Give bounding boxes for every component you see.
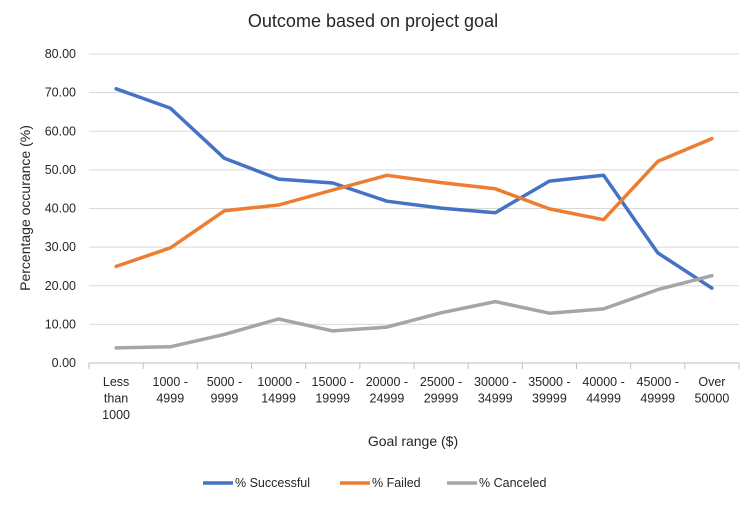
x-tick-label: 25000 -29999	[420, 375, 462, 406]
y-tick-label: 60.00	[45, 124, 76, 138]
gridlines	[89, 53, 739, 325]
legend: % Successful % Failed % Canceled	[203, 476, 546, 490]
series-line-1	[114, 87, 714, 290]
legend-label: % Failed	[372, 476, 421, 490]
x-tick-label: Less than 1000	[102, 375, 130, 422]
x-tick-label: 5000 -9999	[207, 375, 242, 406]
x-tick-label: Over 50000	[695, 375, 730, 406]
y-axis-title: Percentage occurance (%)	[17, 125, 33, 291]
series-line-2	[114, 136, 714, 269]
x-tick-label: 30000 -34999	[474, 375, 516, 406]
x-tick-label: 40000 -44999	[582, 375, 624, 406]
x-tick-label: 35000 -39999	[528, 375, 570, 406]
x-axis-title: Goal range ($)	[368, 433, 458, 449]
x-tick-label: 15000 -19999	[312, 375, 354, 406]
x-tick-label: 20000 -24999	[366, 375, 408, 406]
x-tick-label: 10000 -14999	[257, 375, 299, 406]
series-line-3	[114, 273, 714, 350]
axes: 0.00 10.00 20.00 30.00 40.00 50.00 60.00 70.00 8…	[45, 47, 740, 422]
y-tick-label: 20.00	[45, 279, 76, 293]
y-tick-label: 0.00	[52, 356, 76, 370]
y-tick-label: 80.00	[45, 47, 76, 61]
y-tick-label: 30.00	[45, 240, 76, 254]
chart-title: Outcome based on project goal	[248, 11, 498, 31]
legend-label: % Successful	[235, 476, 310, 490]
y-tick-label: 70.00	[45, 86, 76, 100]
series-lines	[114, 87, 714, 350]
legend-label: % Canceled	[479, 476, 546, 490]
x-tick-label: 1000 -4999	[153, 375, 188, 406]
x-tick-label: 45000 -49999	[637, 375, 679, 406]
y-tick-label: 50.00	[45, 163, 76, 177]
y-tick-label: 10.00	[45, 317, 76, 331]
y-tick-label: 40.00	[45, 202, 76, 216]
